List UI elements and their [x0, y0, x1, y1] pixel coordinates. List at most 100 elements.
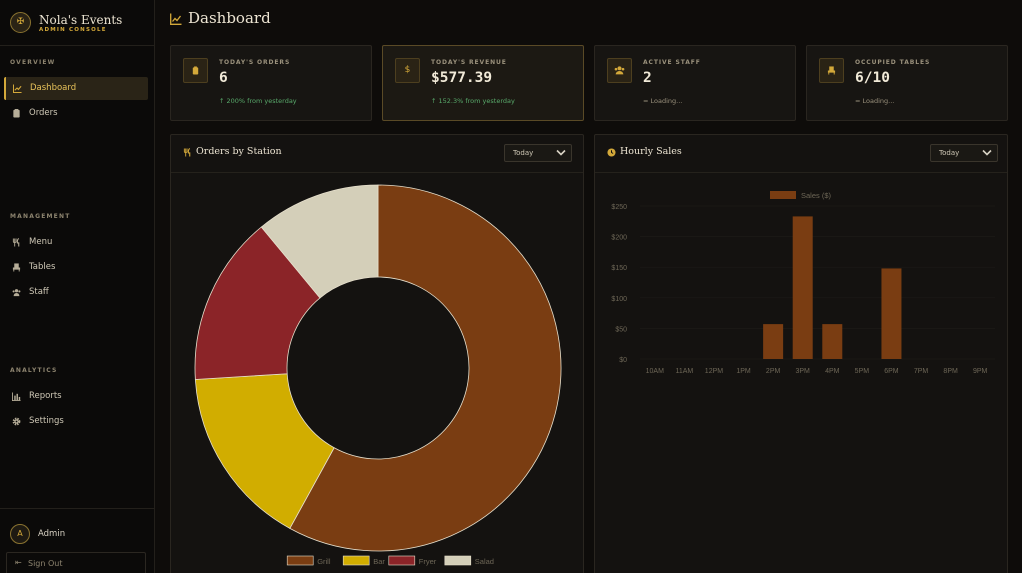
x-tick-label: 11AM — [675, 368, 693, 375]
sidebar-item-label: Tables — [29, 262, 56, 272]
bar-4pm[interactable] — [822, 324, 843, 359]
users-icon — [12, 289, 21, 297]
stat-card-tables: OCCUPIED TABLES 6/10 = Loading... — [806, 45, 1008, 121]
stat-value: 6/10 — [855, 70, 890, 86]
bar-2pm[interactable] — [763, 324, 784, 359]
sidebar-item-tables[interactable]: Tables — [4, 256, 148, 279]
avatar[interactable]: A — [10, 524, 30, 544]
stat-label: TODAY'S REVENUE — [431, 59, 507, 66]
sidebar-item-menu[interactable]: Menu — [4, 231, 148, 254]
sign-out-button[interactable]: ⇤ Sign Out — [6, 552, 146, 573]
sidebar-item-label: Reports — [29, 391, 62, 401]
panel-title: Orders by Station — [196, 146, 282, 157]
clipboard-icon — [183, 58, 208, 83]
page-title: Dashboard — [188, 9, 271, 27]
stat-card-revenue: $ TODAY'S REVENUE $577.39 ↑ 152.3% from … — [382, 45, 584, 121]
chart-line-icon — [170, 13, 182, 25]
sidebar-item-orders[interactable]: Orders — [4, 102, 148, 125]
x-tick-label: 4PM — [825, 368, 840, 375]
utensils-icon — [12, 238, 20, 247]
receipt-icon — [13, 109, 20, 118]
pie-slice-bar[interactable] — [194, 373, 335, 529]
panel-title: Hourly Sales — [620, 146, 682, 157]
stat-card-orders: TODAY'S ORDERS 6 ↑ 200% from yesterday — [170, 45, 372, 121]
x-tick-label: 6PM — [884, 368, 899, 375]
pie-slice-salad[interactable] — [260, 184, 379, 299]
sidebar-item-dashboard[interactable]: Dashboard — [4, 77, 148, 100]
x-tick-label: 3PM — [796, 368, 811, 375]
legend-label[interactable]: Sales ($) — [801, 191, 832, 200]
legend-swatch[interactable] — [770, 191, 796, 199]
legend-swatch[interactable] — [388, 555, 416, 566]
brand-title: Nola's Events — [39, 13, 123, 27]
clock-icon — [607, 148, 617, 158]
sidebar-item-label: Settings — [29, 416, 64, 426]
stat-label: OCCUPIED TABLES — [855, 59, 931, 66]
section-label-overview: OVERVIEW — [10, 59, 56, 66]
x-tick-label: 10AM — [646, 368, 664, 375]
y-tick-label: $100 — [611, 296, 627, 303]
stat-status: = Loading... — [643, 97, 683, 105]
sidebar-item-settings[interactable]: Settings — [4, 410, 148, 433]
divider — [0, 508, 154, 509]
station-period-select[interactable]: Today — [504, 144, 572, 162]
legend-swatch[interactable] — [444, 555, 472, 566]
sidebar-item-label: Staff — [29, 287, 49, 297]
user-name: Admin — [38, 529, 66, 539]
stat-value: 6 — [219, 70, 228, 86]
legend-label[interactable]: Grill — [317, 557, 331, 566]
chair-icon — [819, 58, 844, 83]
chevron-down-icon — [556, 149, 566, 156]
section-label-analytics: ANALYTICS — [10, 367, 58, 374]
legend-label[interactable]: Fryer — [419, 557, 437, 566]
chair-icon — [12, 263, 21, 272]
x-tick-label: 2PM — [766, 368, 781, 375]
chevron-down-icon — [982, 149, 992, 156]
sidebar-item-label: Orders — [29, 108, 58, 118]
bar-6pm[interactable] — [881, 268, 902, 359]
y-tick-label: $250 — [611, 204, 627, 211]
sidebar-item-label: Dashboard — [30, 83, 77, 93]
pie-slice-grill[interactable] — [289, 184, 562, 552]
stat-trend: ↑ 200% from yesterday — [219, 97, 297, 105]
dollar-icon: $ — [395, 58, 420, 83]
hourly-sales-panel: Hourly Sales Today $0 $50 $100 $150 $200 $250… — [594, 134, 1008, 573]
gear-icon — [12, 417, 21, 426]
y-tick-label: $200 — [611, 235, 627, 242]
sidebar-item-reports[interactable]: Reports — [4, 385, 148, 408]
utensils-icon: ✠ — [10, 12, 31, 33]
legend-label[interactable]: Bar — [373, 557, 385, 566]
legend-swatch[interactable] — [342, 555, 370, 566]
bar-chart-icon — [12, 392, 21, 401]
x-tick-label: 5PM — [855, 368, 870, 375]
stat-label: ACTIVE STAFF — [643, 59, 701, 66]
legend-label[interactable]: Salad — [475, 557, 494, 566]
stat-label: TODAY'S ORDERS — [219, 59, 291, 66]
x-tick-label: 1PM — [736, 368, 751, 375]
brand-subtitle: ADMIN CONSOLE — [39, 27, 107, 33]
x-tick-label: 8PM — [943, 368, 958, 375]
stat-value: 2 — [643, 70, 652, 86]
sign-out-icon: ⇤ — [15, 558, 22, 567]
pie-slice-fryer[interactable] — [194, 226, 321, 380]
panel-header: Hourly Sales Today — [595, 135, 1007, 173]
x-tick-label: 7PM — [914, 368, 929, 375]
stat-value: $577.39 — [431, 70, 493, 86]
panel-header: Orders by Station Today — [171, 135, 583, 173]
brand: ✠ Nola's Events ADMIN CONSOLE — [0, 0, 154, 46]
orders-by-station-chart: Grill Bar Fryer Salad — [194, 184, 562, 566]
hourly-period-select[interactable]: Today — [930, 144, 998, 162]
legend-swatch[interactable] — [286, 555, 314, 566]
sidebar-item-label: Menu — [29, 237, 53, 247]
sign-out-label: Sign Out — [28, 559, 63, 568]
x-tick-label: 9PM — [973, 368, 988, 375]
stat-trend: ↑ 152.3% from yesterday — [431, 97, 515, 105]
chart-line-icon — [13, 84, 22, 93]
y-tick-label: $150 — [611, 265, 627, 272]
y-tick-label: $0 — [619, 357, 627, 364]
utensils-icon — [183, 148, 193, 158]
bar-3pm[interactable] — [792, 216, 813, 359]
sidebar: ✠ Nola's Events ADMIN CONSOLE OVERVIEW D… — [0, 0, 155, 573]
sidebar-item-staff[interactable]: Staff — [4, 281, 148, 304]
section-label-management: MANAGEMENT — [10, 213, 71, 220]
